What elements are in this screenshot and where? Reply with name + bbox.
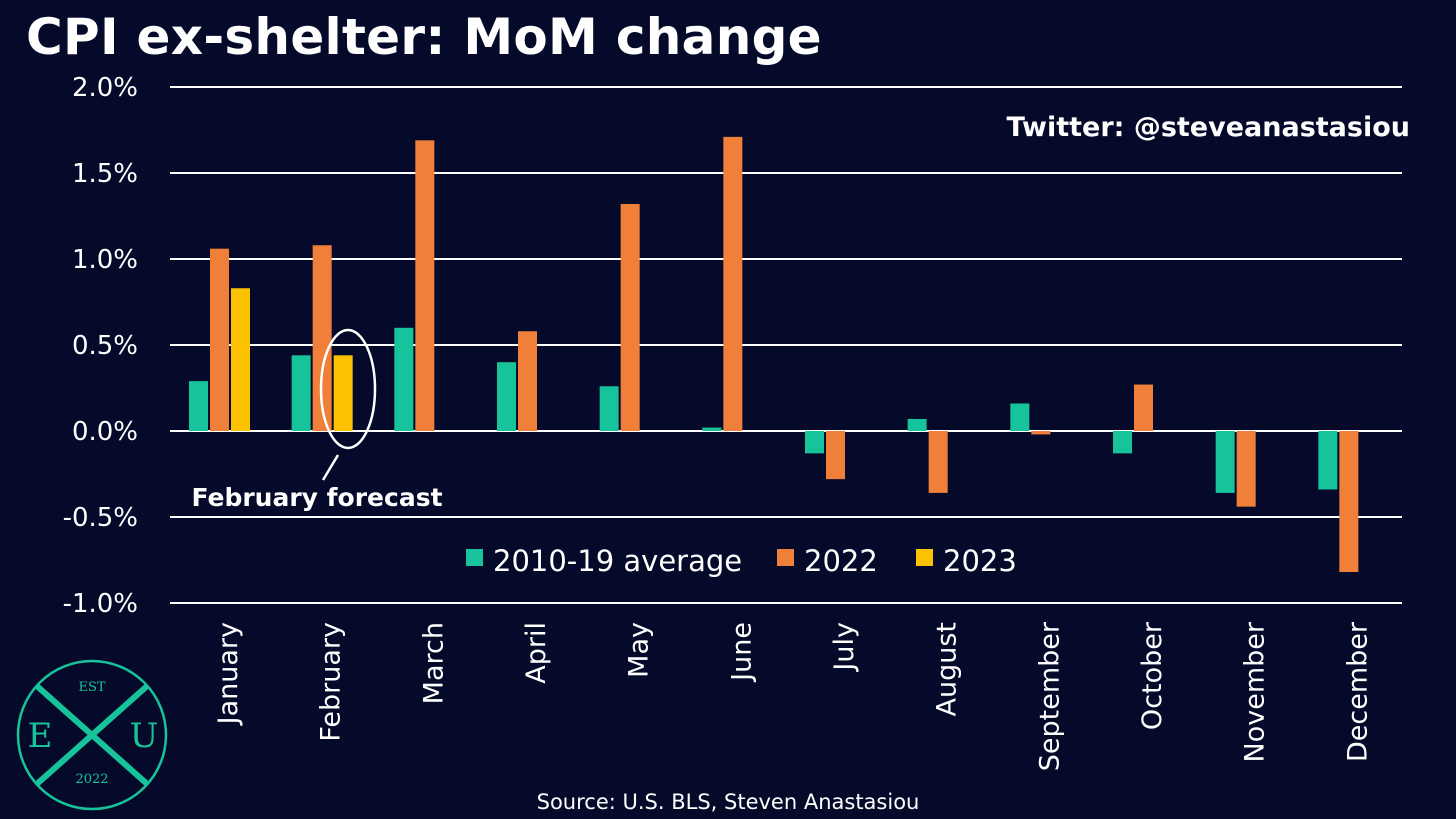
logo-stroke: [35, 684, 149, 786]
legend: 2010-19 average 2022 2023: [466, 544, 1017, 578]
x-tick-label: July: [829, 622, 860, 673]
watermark: Twitter: @steveanastasiou: [1007, 112, 1410, 143]
bar-2010-19-average-january: [189, 381, 208, 431]
bar-2022-march: [415, 140, 435, 431]
x-tick-label: February: [316, 622, 347, 742]
logo-year: 2022: [75, 772, 108, 787]
x-tick-label: September: [1034, 621, 1065, 771]
bar-2023-january: [231, 288, 250, 431]
exu-logo: EST E U 2022: [16, 659, 168, 811]
bar-2022-february: [312, 245, 332, 431]
bar-2010-19-average-june: [702, 427, 722, 431]
bar-2010-19-average-august: [907, 418, 927, 431]
legend-label: 2010-19 average: [493, 544, 742, 578]
bar-2023-february: [333, 355, 353, 431]
x-axis-ticks: January February March April May June July Augu…: [213, 621, 1373, 771]
gridlines: [170, 86, 1402, 604]
legend-swatch: [916, 549, 933, 566]
y-tick-label: 1.5%: [72, 159, 138, 189]
bars: [189, 136, 1359, 573]
legend-swatch: [777, 549, 794, 566]
bar-2022-december: [1339, 431, 1359, 573]
y-tick-label: 1.0%: [72, 245, 138, 275]
logo-ring: [16, 659, 168, 811]
bar-2022-october: [1134, 384, 1153, 431]
bar-2022-june: [723, 136, 743, 431]
x-tick-label: April: [521, 622, 552, 684]
x-tick-label: May: [624, 622, 655, 678]
forecast-annotation: February forecast: [191, 328, 443, 512]
y-tick-label: 0.5%: [72, 331, 138, 361]
y-tick-label: 0.0%: [72, 417, 138, 447]
bar-2022-may: [620, 203, 640, 431]
y-tick-label: 2.0%: [72, 73, 138, 103]
logo-u: U: [130, 716, 159, 756]
forecast-pointer: [321, 454, 340, 481]
bar-2010-19-average-april: [497, 362, 516, 431]
forecast-label: February forecast: [191, 483, 442, 512]
x-tick-label: January: [213, 622, 244, 726]
legend-swatch: [466, 549, 483, 566]
x-tick-label: December: [1342, 621, 1373, 762]
x-tick-label: October: [1137, 621, 1168, 730]
chart-title: CPI ex-shelter: MoM change: [26, 8, 822, 66]
forecast-ellipse: [319, 328, 377, 450]
y-tick-label: -0.5%: [63, 503, 138, 533]
logo-est: EST: [78, 680, 105, 695]
bar-2022-january: [210, 248, 229, 431]
logo-e: E: [28, 716, 53, 756]
bar-2010-19-average-march: [394, 327, 414, 431]
bar-2010-19-average-december: [1318, 431, 1338, 490]
y-tick-label: -1.0%: [63, 589, 138, 619]
bar-2022-november: [1236, 431, 1256, 507]
bar-2022-september: [1031, 431, 1051, 435]
bar-2010-19-average-february: [291, 355, 311, 431]
bar-2022-july: [826, 431, 845, 480]
bar-2022-april: [518, 331, 537, 431]
y-axis-ticks: 2.0% 1.5% 1.0% 0.5% 0.0% -0.5% -1.0%: [63, 73, 138, 619]
bar-2022-august: [928, 431, 948, 493]
bar-2010-19-average-october: [1113, 431, 1132, 454]
x-tick-label: November: [1240, 621, 1271, 762]
bar-2010-19-average-november: [1215, 431, 1235, 493]
legend-label: 2023: [943, 544, 1017, 578]
legend-label: 2022: [804, 544, 878, 578]
x-tick-label: March: [418, 622, 449, 704]
bar-2010-19-average-may: [599, 386, 619, 431]
x-tick-label: June: [726, 622, 757, 683]
source-note: Source: U.S. BLS, Steven Anastasiou: [537, 790, 920, 814]
x-tick-label: August: [932, 622, 963, 717]
bar-2010-19-average-september: [1010, 403, 1030, 431]
bar-2010-19-average-july: [805, 431, 824, 454]
